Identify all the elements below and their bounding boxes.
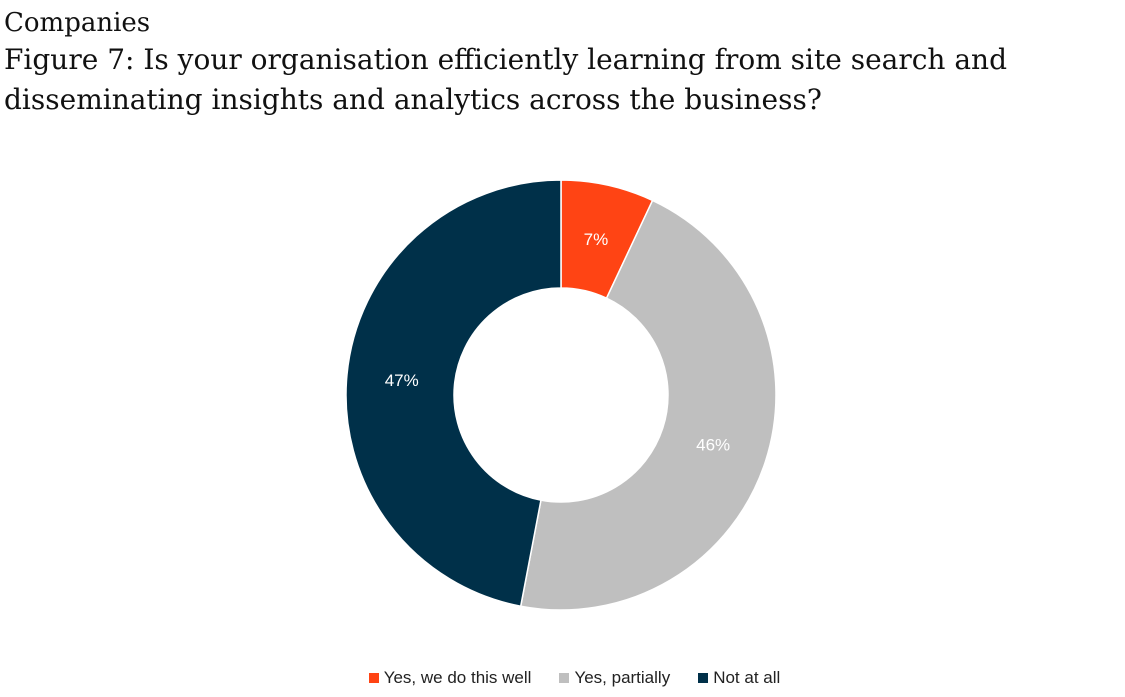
legend-swatch xyxy=(368,673,379,683)
legend-item-2: Yes, partially xyxy=(559,668,670,688)
legend-label: Not at all xyxy=(713,668,781,687)
legend-swatch xyxy=(698,673,709,683)
figure-title: Figure 7: Is your organisation efficient… xyxy=(4,43,1007,116)
legend-label: Yes, we do this well xyxy=(383,668,532,687)
chart-heading: Companies Figure 7: Is your organisation… xyxy=(4,6,1114,120)
donut-slice-2 xyxy=(519,199,777,611)
chart-legend: Yes, we do this well Yes, partially Not at… xyxy=(0,668,1125,688)
legend-item-1: Yes, we do this well xyxy=(368,668,532,688)
slice-value-label-3: 47% xyxy=(385,371,419,390)
donut-slice-1 xyxy=(560,179,654,300)
legend-label: Yes, partially xyxy=(574,668,671,687)
legend-swatch xyxy=(559,673,570,683)
legend-item-3: Not at all xyxy=(698,668,780,688)
slice-value-label-1: 7% xyxy=(584,230,609,249)
slice-value-label-2: 46% xyxy=(696,435,730,454)
section-label: Companies xyxy=(4,8,151,38)
donut-slice-3 xyxy=(345,179,562,608)
